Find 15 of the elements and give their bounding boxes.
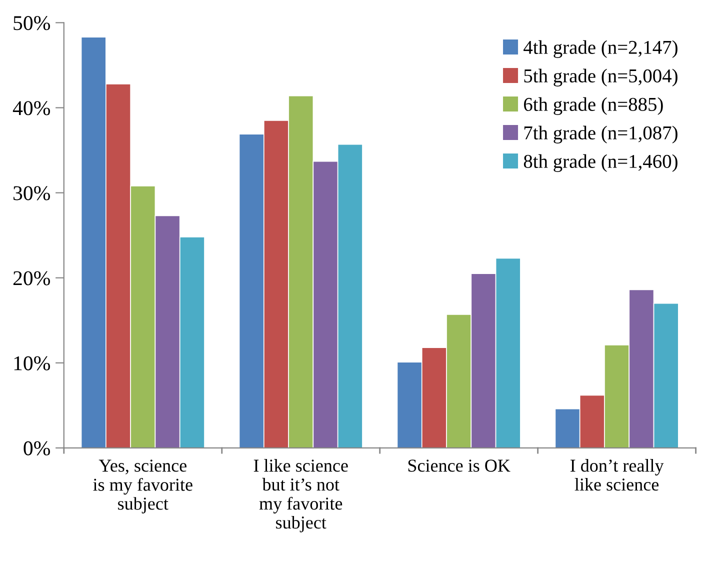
y-tick-label: 30% [14,186,50,200]
y-tick-label: 20% [13,271,50,286]
legend-label: 6th grade (n=885) [524,97,663,115]
x-tick-label: Science is OK [408,460,510,472]
y-tick-label: 10% [14,356,50,370]
x-tick-label: I like science but it’s not my favorite subject [254,459,348,532]
y-tick-label: 40% [12,101,50,116]
legend-label: 7th grade (n=1,087) [524,126,678,144]
legend-label: 8th grade (n=1,460) [524,154,678,172]
legend-label: 4th grade (n=2,147) [524,40,678,58]
y-tick-label: 0% [24,441,50,456]
y-tick-label: 50% [14,16,50,30]
x-tick-label: Yes, science is my favorite subject [93,460,192,514]
x-tick-label: I don’t really like science [570,459,664,491]
legend-label: 5th grade (n=5,004) [524,68,678,86]
